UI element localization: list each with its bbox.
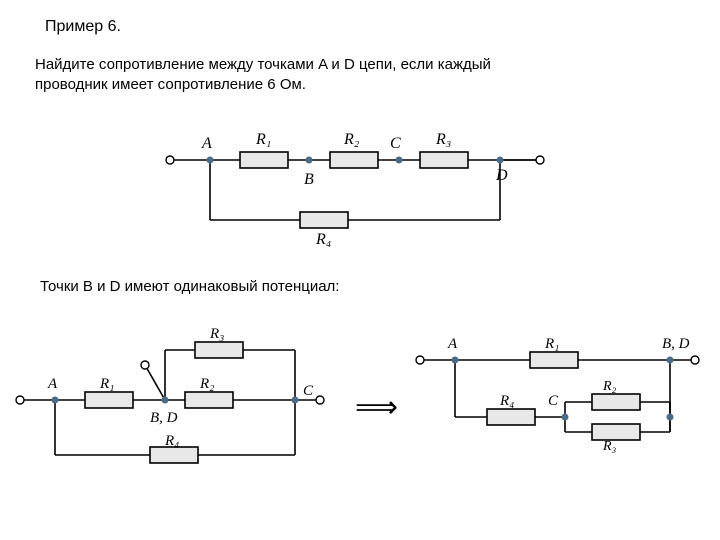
terminal-right [536, 156, 544, 164]
label-bd: B, D [150, 410, 178, 426]
label-c: C [548, 393, 559, 409]
label-r1: R₁ [255, 131, 271, 148]
label-r3: R₃ [602, 439, 617, 454]
arrow-icon: ⟹ [355, 390, 398, 425]
title: Пример 6. [45, 18, 121, 36]
node-a [207, 157, 214, 164]
label-a: A [447, 336, 458, 352]
label-c: C [390, 135, 401, 152]
label-a: A [47, 376, 58, 392]
terminal-right [316, 396, 324, 404]
terminal-left [166, 156, 174, 164]
note-text: Точки B и D имеют одинаковый потенциал: [40, 278, 339, 295]
label-b: B [304, 171, 314, 188]
node-c [396, 157, 403, 164]
label-r3: R₃ [209, 326, 224, 342]
terminal-right [691, 356, 699, 364]
label-c: C [303, 383, 314, 399]
terminal-bd [141, 361, 149, 369]
terminal-left [16, 396, 24, 404]
circuit-diagram-1: A R₁ R₂ C R₃ D B R₄ [140, 120, 580, 260]
label-r4: R₄ [164, 433, 179, 449]
problem-line-2: проводник имеет сопротивление 6 Ом. [35, 76, 306, 93]
terminal-left [416, 356, 424, 364]
node-d [497, 157, 504, 164]
label-r2: R₂ [343, 131, 360, 148]
circuit-diagram-2: A R₁ B, D R₂ R₃ C R₄ [0, 310, 340, 480]
label-r2: R₂ [199, 376, 214, 392]
label-bd: B, D [662, 336, 690, 352]
label-a: A [201, 135, 212, 152]
label-d: D [495, 167, 508, 184]
problem-line-1: Найдите сопротивление между точками A и … [35, 56, 491, 73]
label-r3: R₃ [435, 131, 451, 148]
node-b [306, 157, 313, 164]
label-r1: R₁ [544, 336, 559, 352]
circuit-diagram-3: A R₁ B, D R₂ R₃ C R₄ [400, 320, 720, 490]
label-r2: R₂ [602, 379, 617, 394]
problem-text: Найдите сопротивление между точками A и … [35, 55, 491, 96]
label-r4: R₄ [315, 231, 331, 248]
label-r1: R₁ [99, 376, 114, 392]
label-r4: R₄ [499, 393, 514, 409]
